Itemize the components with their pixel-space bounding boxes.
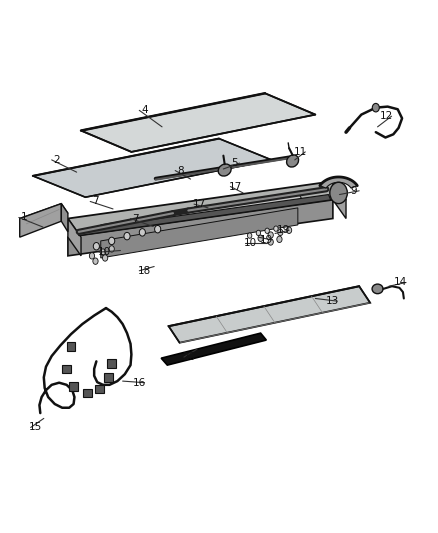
Polygon shape	[68, 200, 333, 256]
Circle shape	[109, 237, 115, 245]
Text: 1: 1	[21, 213, 28, 222]
Text: 7: 7	[132, 214, 139, 223]
FancyBboxPatch shape	[104, 373, 113, 382]
Circle shape	[139, 229, 145, 236]
Circle shape	[89, 253, 95, 259]
Text: 2: 2	[53, 155, 60, 165]
Text: 5: 5	[231, 158, 238, 168]
Circle shape	[256, 230, 261, 236]
FancyBboxPatch shape	[69, 382, 78, 391]
Circle shape	[278, 229, 283, 236]
Text: 7: 7	[92, 197, 99, 206]
Polygon shape	[68, 219, 81, 256]
Text: 17: 17	[229, 182, 242, 191]
Text: 8: 8	[177, 166, 184, 175]
Polygon shape	[333, 181, 346, 219]
Text: 14: 14	[394, 278, 407, 287]
Polygon shape	[20, 204, 68, 228]
Circle shape	[372, 103, 379, 112]
Ellipse shape	[218, 164, 231, 176]
Circle shape	[124, 232, 130, 240]
Circle shape	[247, 233, 252, 238]
Text: 15: 15	[29, 423, 42, 432]
Text: 16: 16	[133, 378, 146, 387]
Circle shape	[258, 235, 263, 241]
Polygon shape	[101, 192, 307, 241]
Circle shape	[274, 226, 278, 231]
Polygon shape	[101, 208, 298, 258]
FancyBboxPatch shape	[62, 365, 71, 373]
FancyBboxPatch shape	[107, 359, 116, 368]
Ellipse shape	[286, 155, 299, 167]
Text: 11: 11	[293, 147, 307, 157]
Polygon shape	[68, 181, 346, 237]
Circle shape	[277, 236, 282, 243]
Text: 19: 19	[260, 235, 273, 245]
Polygon shape	[81, 93, 315, 152]
Ellipse shape	[372, 284, 383, 294]
Text: 13: 13	[325, 296, 339, 306]
Circle shape	[100, 249, 106, 255]
Text: 9: 9	[350, 186, 357, 196]
Circle shape	[93, 243, 99, 250]
FancyBboxPatch shape	[95, 385, 104, 393]
Circle shape	[286, 227, 292, 233]
Circle shape	[265, 228, 269, 233]
Polygon shape	[77, 195, 331, 236]
Polygon shape	[61, 204, 68, 232]
Text: 12: 12	[380, 111, 393, 121]
Polygon shape	[33, 139, 272, 197]
Text: 10: 10	[244, 238, 257, 247]
FancyBboxPatch shape	[67, 342, 75, 351]
Circle shape	[330, 182, 347, 204]
Polygon shape	[161, 333, 266, 365]
Circle shape	[268, 232, 273, 238]
Polygon shape	[20, 204, 61, 237]
Text: 4: 4	[141, 106, 148, 115]
Text: 17: 17	[193, 199, 206, 209]
Circle shape	[93, 258, 98, 264]
Circle shape	[109, 246, 114, 252]
FancyBboxPatch shape	[83, 389, 92, 397]
Text: 20: 20	[183, 352, 196, 362]
Circle shape	[155, 225, 161, 233]
Polygon shape	[169, 286, 370, 343]
Text: 10: 10	[98, 247, 111, 257]
Text: 18: 18	[138, 266, 151, 276]
Circle shape	[102, 255, 108, 261]
Text: 19: 19	[277, 225, 290, 235]
Circle shape	[268, 239, 273, 245]
Polygon shape	[320, 177, 357, 188]
